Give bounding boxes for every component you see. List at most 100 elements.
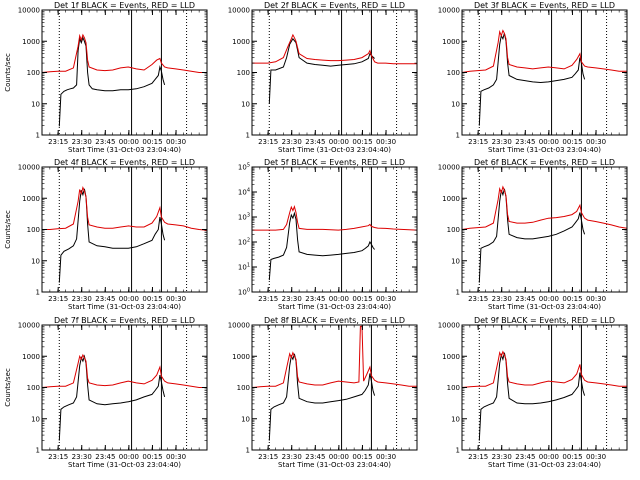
x-tick-label: 23:45 xyxy=(305,295,325,303)
y-tick-label: 103 xyxy=(238,213,250,222)
series-lld-line xyxy=(42,353,207,388)
x-tick-label: 23:45 xyxy=(95,138,115,146)
x-tick-label: 23:45 xyxy=(515,138,535,146)
x-tick-label: 00:30 xyxy=(166,453,186,461)
plot-frame xyxy=(461,324,628,451)
chart-panel-4: Det 4f BLACK = Events, RED = LLD 1 10 100 10… xyxy=(4,158,208,311)
y-tick-label: 100 xyxy=(447,226,460,234)
series-lld-line xyxy=(462,185,627,230)
x-tick-label: 23:15 xyxy=(48,295,68,303)
x-tick-label: 23:15 xyxy=(468,453,488,461)
y-tick-label: 100 xyxy=(237,384,250,392)
series-events-line xyxy=(478,188,586,283)
y-tick-label: 105 xyxy=(238,163,250,172)
x-tick-label: 00:30 xyxy=(166,138,186,146)
series-events-line xyxy=(268,353,376,441)
x-axis-label: Start Time (31-Oct-03 23:04:40) xyxy=(488,146,601,154)
y-tick-label: 10000 xyxy=(18,322,40,330)
x-tick-label: 00:15 xyxy=(352,453,372,461)
y-tick-label: 1 xyxy=(246,447,250,455)
x-axis-label: Start Time (31-Oct-03 23:04:40) xyxy=(68,303,181,311)
y-tick-label: 1000 xyxy=(232,353,250,361)
series-group xyxy=(252,204,417,281)
x-tick-label: 00:15 xyxy=(352,138,372,146)
plot-frame xyxy=(41,324,208,451)
y-tick-label: 10000 xyxy=(18,7,40,15)
x-tick-label: 23:15 xyxy=(258,453,278,461)
y-tick-label: 1 xyxy=(456,132,460,140)
series-lld-line xyxy=(252,325,417,388)
y-tick-label: 10 xyxy=(241,415,250,423)
x-tick-label: 23:15 xyxy=(48,138,68,146)
plot-frame xyxy=(251,9,418,136)
series-group xyxy=(42,353,207,441)
x-tick-label: 23:30 xyxy=(282,453,302,461)
chart-panel-3: Det 3f BLACK = Events, RED = LLD 1 10 100 10… xyxy=(438,1,628,154)
series-lld-line xyxy=(252,33,417,65)
x-tick-label: 00:15 xyxy=(352,295,372,303)
series-events-line xyxy=(478,352,586,441)
y-axis-label: Counts/sec xyxy=(4,368,12,407)
x-axis-label: Start Time (31-Oct-03 23:04:40) xyxy=(68,461,181,469)
chart-title: Det 7f BLACK = Events, RED = LLD xyxy=(54,316,195,325)
x-tick-label: 23:45 xyxy=(515,453,535,461)
y-tick-label: 10000 xyxy=(228,322,250,330)
y-tick-label: 10000 xyxy=(438,164,460,172)
x-tick-label: 00:30 xyxy=(586,295,606,303)
y-tick-label: 1000 xyxy=(442,353,460,361)
x-tick-label: 00:30 xyxy=(166,295,186,303)
y-tick-label: 1000 xyxy=(442,195,460,203)
x-tick-label: 23:45 xyxy=(95,295,115,303)
x-tick-label: 23:45 xyxy=(95,453,115,461)
x-tick-label: 00:30 xyxy=(586,453,606,461)
series-group xyxy=(462,29,627,126)
chart-title: Det 6f BLACK = Events, RED = LLD xyxy=(474,158,615,167)
y-tick-label: 100 xyxy=(27,226,40,234)
x-tick-label: 23:15 xyxy=(258,295,278,303)
y-tick-label: 1 xyxy=(36,289,40,297)
y-tick-label: 1000 xyxy=(22,195,40,203)
x-tick-label: 00:00 xyxy=(539,295,559,303)
x-tick-label: 00:15 xyxy=(142,295,162,303)
chart-panel-6: Det 6f BLACK = Events, RED = LLD 1 10 100 10… xyxy=(438,158,628,311)
plot-frame xyxy=(461,9,628,136)
y-tick-label: 100 xyxy=(27,384,40,392)
y-tick-label: 100 xyxy=(27,69,40,77)
x-tick-label: 23:30 xyxy=(72,453,92,461)
chart-title: Det 1f BLACK = Events, RED = LLD xyxy=(54,1,195,10)
x-tick-label: 00:15 xyxy=(562,138,582,146)
x-axis-label: Start Time (31-Oct-03 23:04:40) xyxy=(488,303,601,311)
series-group xyxy=(462,350,627,441)
chart-title: Det 5f BLACK = Events, RED = LLD xyxy=(264,158,405,167)
y-tick-label: 102 xyxy=(238,238,250,247)
series-group xyxy=(42,33,207,127)
x-tick-label: 00:30 xyxy=(586,138,606,146)
x-tick-label: 00:00 xyxy=(329,295,349,303)
y-tick-label: 10 xyxy=(451,100,460,108)
y-tick-label: 10000 xyxy=(438,7,460,15)
y-tick-label: 100 xyxy=(447,69,460,77)
x-tick-label: 23:45 xyxy=(515,295,535,303)
x-axis-label: Start Time (31-Oct-03 23:04:40) xyxy=(278,461,391,469)
x-tick-label: 23:30 xyxy=(492,295,512,303)
series-lld-line xyxy=(42,185,207,231)
x-tick-label: 00:15 xyxy=(562,295,582,303)
x-axis-label: Start Time (31-Oct-03 23:04:40) xyxy=(278,303,391,311)
x-axis-label: Start Time (31-Oct-03 23:04:40) xyxy=(488,461,601,469)
x-tick-label: 00:00 xyxy=(119,453,139,461)
x-tick-label: 00:15 xyxy=(562,453,582,461)
x-tick-label: 00:00 xyxy=(329,138,349,146)
y-tick-label: 10000 xyxy=(18,164,40,172)
y-tick-label: 10 xyxy=(31,100,40,108)
y-tick-label: 1000 xyxy=(22,38,40,46)
y-tick-label: 100 xyxy=(238,288,250,297)
chart-panel-1: Det 1f BLACK = Events, RED = LLD 1 10 100 10… xyxy=(4,1,208,154)
y-tick-label: 1000 xyxy=(442,38,460,46)
y-tick-label: 1 xyxy=(36,132,40,140)
x-tick-label: 00:30 xyxy=(376,295,396,303)
y-tick-label: 1 xyxy=(246,132,250,140)
chart-title: Det 8f BLACK = Events, RED = LLD xyxy=(264,316,405,325)
x-tick-label: 23:30 xyxy=(492,138,512,146)
series-group xyxy=(252,325,417,441)
x-tick-label: 23:45 xyxy=(305,138,325,146)
